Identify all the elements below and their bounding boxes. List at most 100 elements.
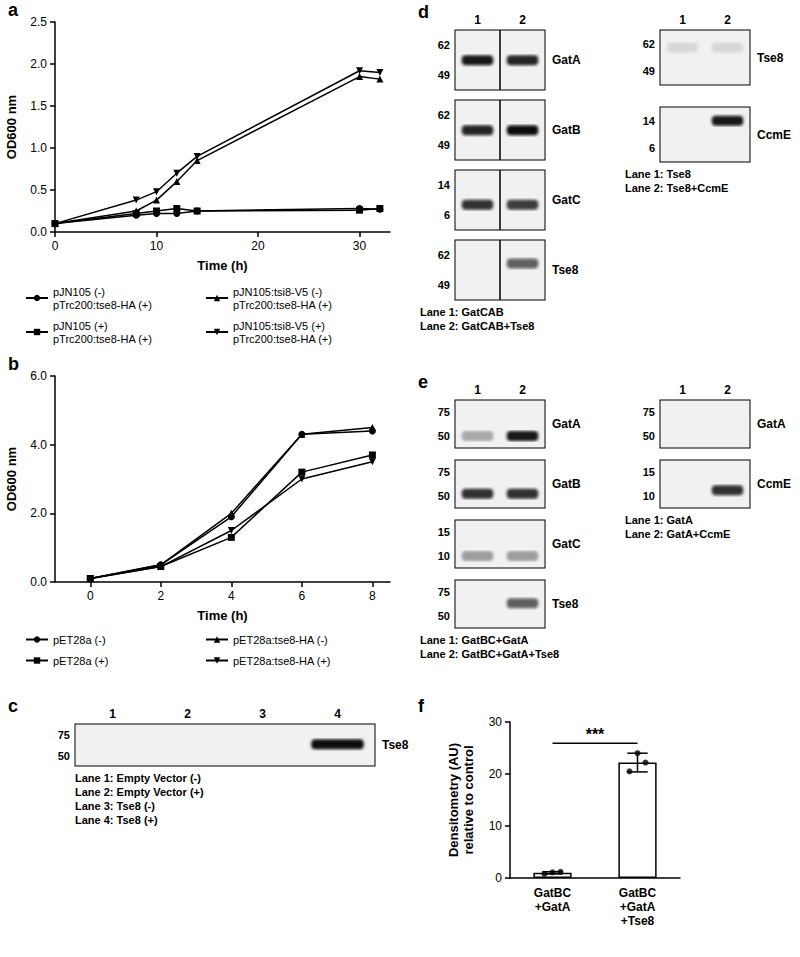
svg-text:Lane 2: GatCAB+Tse8: Lane 2: GatCAB+Tse8 (420, 320, 534, 332)
svg-text:Lane 2: GatBC+GatA+Tse8: Lane 2: GatBC+GatA+Tse8 (420, 648, 559, 660)
svg-text:pET28a:tse8-HA (+): pET28a:tse8-HA (+) (233, 655, 331, 667)
svg-text:Time (h): Time (h) (197, 608, 247, 623)
svg-text:2.0: 2.0 (30, 506, 47, 520)
svg-text:2: 2 (157, 589, 164, 603)
svg-text:Lane 1: GatA: Lane 1: GatA (625, 514, 693, 526)
svg-text:62: 62 (438, 109, 450, 121)
svg-text:0.0: 0.0 (30, 225, 47, 239)
svg-text:3: 3 (259, 707, 266, 721)
svg-text:62: 62 (438, 249, 450, 261)
svg-text:OD600 nm: OD600 nm (4, 95, 19, 159)
svg-text:pJN105 (+): pJN105 (+) (53, 320, 108, 332)
svg-text:75: 75 (643, 406, 655, 418)
svg-text:GatA: GatA (552, 53, 581, 67)
svg-text:1: 1 (679, 13, 686, 27)
svg-text:15: 15 (438, 526, 450, 538)
svg-text:1: 1 (474, 13, 481, 27)
svg-text:6: 6 (298, 589, 305, 603)
svg-text:Time (h): Time (h) (197, 258, 247, 273)
svg-text:pJN105 (-): pJN105 (-) (53, 286, 105, 298)
svg-text:pJN105:tsi8-V5 (-): pJN105:tsi8-V5 (-) (233, 286, 322, 298)
svg-text:Lane 2: Tse8+CcmE: Lane 2: Tse8+CcmE (625, 182, 728, 194)
svg-text:20: 20 (251, 239, 265, 253)
svg-text:10: 10 (438, 550, 450, 562)
svg-text:***: *** (586, 726, 605, 743)
svg-text:14: 14 (438, 179, 451, 191)
svg-text:Lane 2: GatA+CcmE: Lane 2: GatA+CcmE (625, 528, 730, 540)
svg-text:10: 10 (489, 819, 503, 833)
svg-text:GatA: GatA (757, 417, 786, 431)
svg-text:4.0: 4.0 (30, 438, 47, 452)
svg-text:0.5: 0.5 (30, 183, 47, 197)
svg-text:10: 10 (150, 239, 164, 253)
svg-text:GatBC: GatBC (619, 886, 657, 900)
svg-text:6.0: 6.0 (30, 369, 47, 383)
svg-text:49: 49 (438, 139, 450, 151)
svg-text:75: 75 (438, 406, 450, 418)
svg-text:Tse8: Tse8 (552, 263, 579, 277)
svg-text:b: b (8, 354, 19, 374)
svg-text:0: 0 (87, 589, 94, 603)
svg-text:Lane 1: Empty Vector (-): Lane 1: Empty Vector (-) (75, 772, 201, 784)
svg-text:Lane 4: Tse8 (+): Lane 4: Tse8 (+) (75, 814, 158, 826)
svg-text:2.5: 2.5 (30, 15, 47, 29)
svg-text:pTrc200:tse8-HA (+): pTrc200:tse8-HA (+) (53, 299, 152, 311)
svg-text:f: f (418, 696, 425, 716)
svg-text:50: 50 (643, 430, 655, 442)
svg-text:CcmE: CcmE (757, 477, 791, 491)
svg-text:1.5: 1.5 (30, 99, 47, 113)
svg-text:relative to control: relative to control (461, 745, 476, 854)
svg-text:Lane 1: GatCAB: Lane 1: GatCAB (420, 306, 504, 318)
svg-text:50: 50 (438, 430, 450, 442)
svg-text:2: 2 (724, 383, 731, 397)
svg-text:GatC: GatC (552, 537, 581, 551)
svg-text:10: 10 (643, 490, 655, 502)
svg-text:Tse8: Tse8 (552, 597, 579, 611)
svg-text:Lane 1: Tse8: Lane 1: Tse8 (625, 168, 691, 180)
svg-text:0: 0 (495, 871, 502, 885)
svg-text:49: 49 (438, 69, 450, 81)
svg-text:pTrc200:tse8-HA (+): pTrc200:tse8-HA (+) (233, 333, 332, 345)
svg-text:1: 1 (474, 383, 481, 397)
svg-text:c: c (8, 696, 18, 716)
svg-text:pJN105:tsi8-V5 (+): pJN105:tsi8-V5 (+) (233, 320, 325, 332)
svg-text:62: 62 (643, 38, 655, 50)
svg-text:pET28a (+): pET28a (+) (53, 655, 108, 667)
svg-text:20: 20 (489, 767, 503, 781)
svg-text:49: 49 (438, 279, 450, 291)
svg-text:4: 4 (228, 589, 235, 603)
svg-text:14: 14 (643, 115, 656, 127)
svg-text:8: 8 (369, 589, 376, 603)
svg-text:Lane 1: GatBC+GatA: Lane 1: GatBC+GatA (420, 634, 529, 646)
svg-text:Densitometry (AU): Densitometry (AU) (446, 743, 461, 857)
svg-text:OD600 nm: OD600 nm (4, 447, 19, 511)
svg-text:+GatA: +GatA (620, 900, 656, 914)
svg-text:1: 1 (109, 707, 116, 721)
svg-text:+Tse8: +Tse8 (621, 914, 655, 928)
svg-text:15: 15 (643, 466, 655, 478)
svg-text:2: 2 (519, 383, 526, 397)
svg-text:75: 75 (438, 586, 450, 598)
svg-text:75: 75 (438, 466, 450, 478)
svg-text:1.0: 1.0 (30, 141, 47, 155)
svg-text:GatC: GatC (552, 193, 581, 207)
svg-text:6: 6 (649, 142, 655, 154)
svg-text:2.0: 2.0 (30, 57, 47, 71)
svg-text:2: 2 (724, 13, 731, 27)
svg-text:49: 49 (643, 65, 655, 77)
svg-text:0.0: 0.0 (30, 575, 47, 589)
svg-text:pET28a:tse8-HA (-): pET28a:tse8-HA (-) (233, 634, 328, 646)
svg-text:a: a (8, 0, 19, 20)
svg-text:2: 2 (519, 13, 526, 27)
svg-text:d: d (418, 2, 429, 22)
svg-text:Tse8: Tse8 (757, 51, 784, 65)
svg-text:Lane 2: Empty Vector (+): Lane 2: Empty Vector (+) (75, 786, 204, 798)
svg-text:CcmE: CcmE (757, 128, 791, 142)
svg-text:Tse8: Tse8 (382, 738, 409, 752)
svg-text:GatB: GatB (552, 123, 581, 137)
svg-text:2: 2 (184, 707, 191, 721)
svg-text:4: 4 (334, 707, 341, 721)
svg-text:75: 75 (58, 729, 70, 741)
svg-text:+GatA: +GatA (535, 900, 571, 914)
svg-text:e: e (418, 372, 428, 392)
